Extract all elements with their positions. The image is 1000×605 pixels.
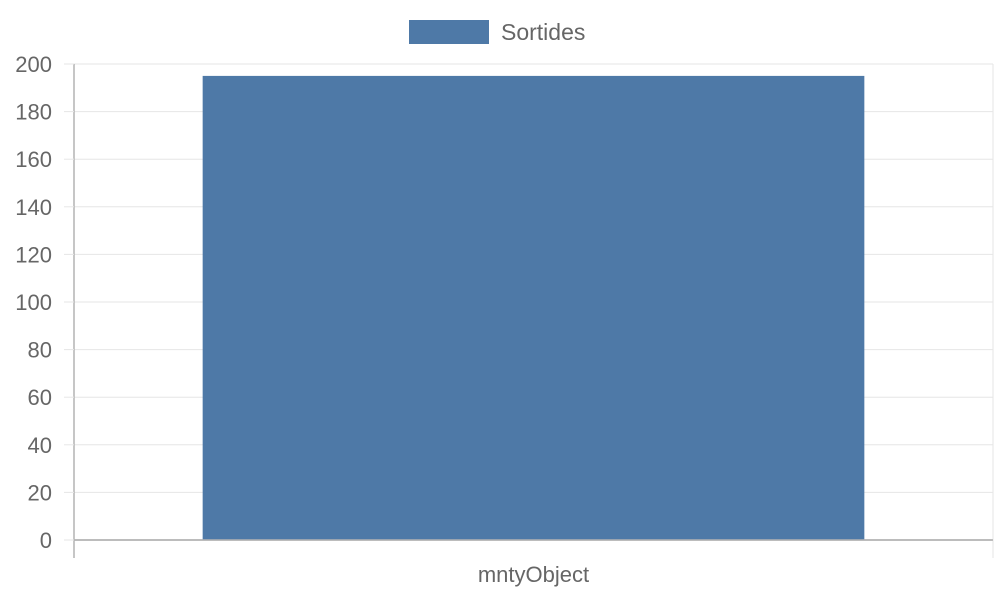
y-tick-label: 20 [28, 480, 52, 505]
y-tick-label: 200 [15, 52, 52, 77]
y-tick-label: 140 [15, 195, 52, 220]
legend-label[interactable]: Sortides [501, 19, 585, 45]
y-tick-label: 160 [15, 147, 52, 172]
x-axis-ticks: mntyObject [478, 562, 589, 587]
y-tick-label: 120 [15, 242, 52, 267]
y-tick-label: 80 [28, 338, 52, 363]
y-axis-ticks: 0 20 40 60 80 100 120 140 160 180 200 [15, 52, 74, 553]
y-tick-label: 40 [28, 433, 52, 458]
legend-swatch[interactable] [409, 20, 489, 44]
bar[interactable] [202, 75, 865, 541]
bars [202, 75, 865, 541]
y-tick-label: 180 [15, 100, 52, 125]
y-tick-label: 100 [15, 290, 52, 315]
axes [73, 64, 993, 558]
legend[interactable]: Sortides [409, 19, 585, 45]
y-tick-label: 60 [28, 385, 52, 410]
y-tick-label: 0 [40, 528, 52, 553]
x-tick-label: mntyObject [478, 562, 589, 587]
